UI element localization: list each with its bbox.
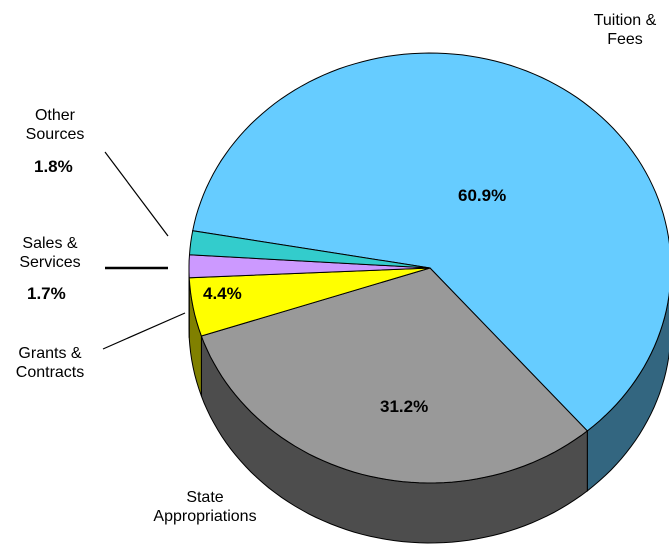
value-label: 31.2%	[380, 397, 429, 416]
category-label: Other Sources	[25, 107, 85, 143]
leader-line	[102, 312, 186, 350]
category-label: Tuition & Fees	[593, 12, 657, 48]
value-label: 4.4%	[203, 284, 242, 303]
category-label: Grants & Contracts	[15, 345, 85, 381]
value-label: 60.9%	[458, 186, 507, 205]
category-label: Sales & Services	[19, 235, 81, 271]
category-label: State Appropriations	[153, 489, 257, 525]
slice	[188, 230, 431, 269]
leader-line	[104, 151, 169, 237]
value-label: 1.7%	[27, 284, 66, 303]
value-label: 1.8%	[34, 157, 73, 176]
slice	[188, 267, 431, 337]
slice	[192, 52, 669, 432]
slice	[200, 267, 589, 484]
